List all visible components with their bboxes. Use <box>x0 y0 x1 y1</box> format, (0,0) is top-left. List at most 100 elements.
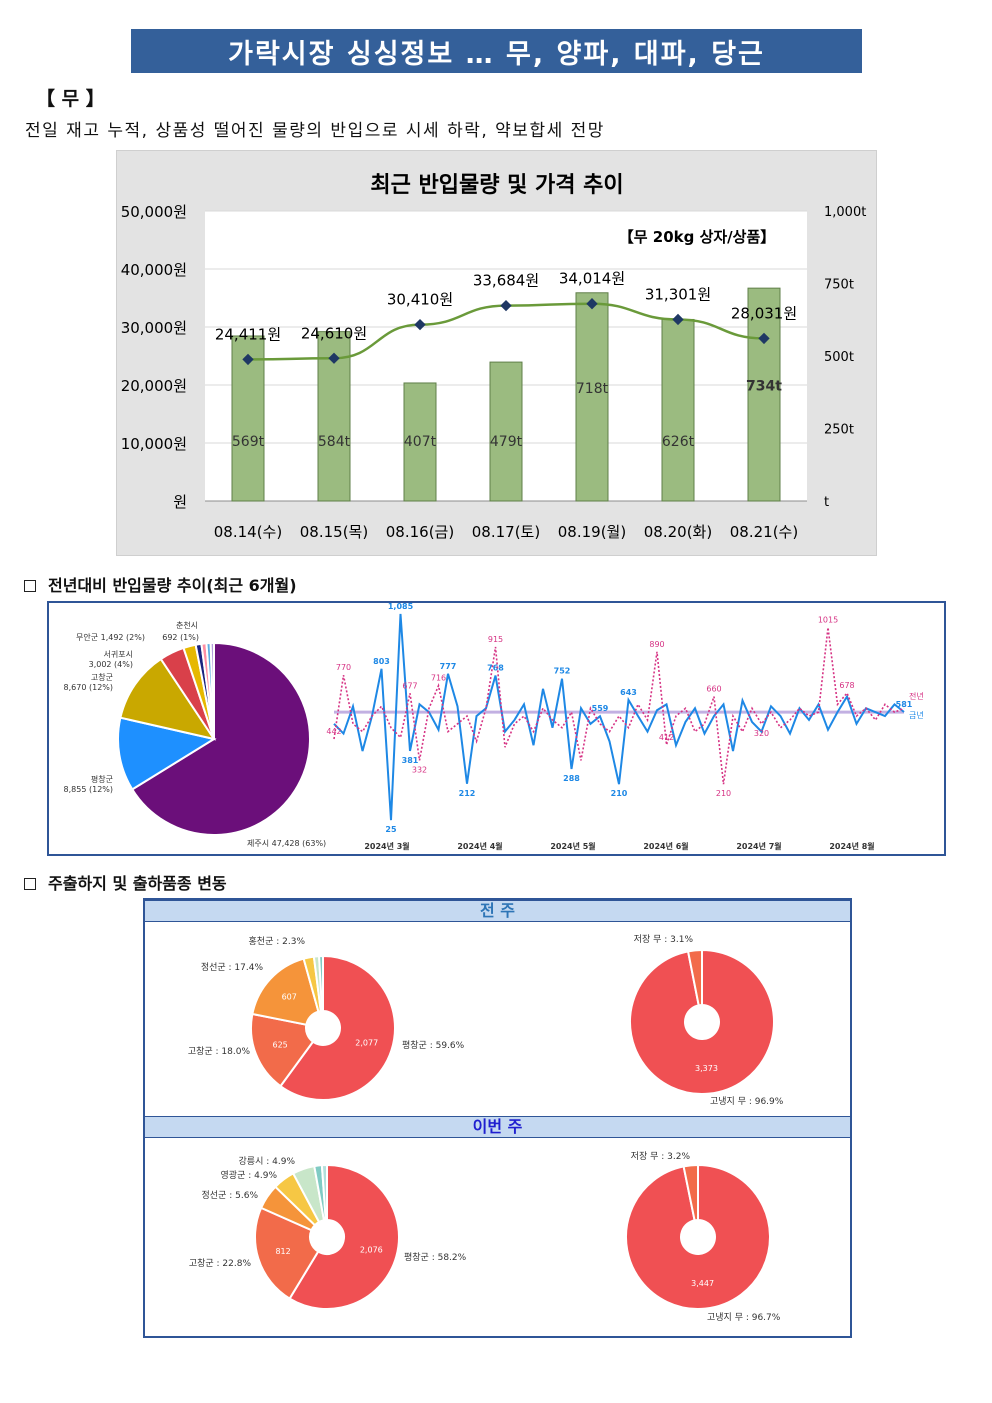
region-label-value: 8,670 (12%) <box>64 683 113 692</box>
this-week-origin-inner-label: 812 <box>275 1247 290 1256</box>
shipping-heading: 주출하지 및 출하품종 변동 <box>24 870 227 894</box>
left-tick-label: 20,000원 <box>121 377 187 395</box>
region-label-name: 서귀포시 <box>104 649 133 659</box>
trend-peak-label: 381 <box>402 756 419 765</box>
shipping-panel: 전 주 이번 주 2,077 평창군 : 59.6% 625 고창군 : 18.0% 6… <box>143 898 852 1338</box>
this-week-band: 이번 주 <box>145 1116 850 1138</box>
trend-line-previous <box>333 627 905 785</box>
this-week-origin-inner-label: 2,076 <box>360 1245 383 1254</box>
trend-peak-label: 288 <box>563 774 580 783</box>
last-week-variety-slice <box>629 948 775 1095</box>
last-week-variety-slice-label: 저장 무 : 3.1% <box>634 934 694 945</box>
trend-x-tick: 2024년 6월 <box>643 841 688 851</box>
chart-title: 최근 반입물량 및 가격 추이 <box>370 173 623 198</box>
shipping-svg: 2,077 평창군 : 59.6% 625 고창군 : 18.0% 607 정선군 : 1… <box>188 934 784 1323</box>
right-tick-label: 500t <box>824 350 854 365</box>
trend-x-tick: 2024년 8월 <box>829 841 874 851</box>
checkbox-icon <box>24 878 36 890</box>
volume-bar <box>575 292 609 502</box>
volume-label: 479t <box>490 434 523 450</box>
trend-peak-label: 660 <box>706 685 721 694</box>
trend-x-tick: 2024년 4월 <box>457 841 502 851</box>
trend-peak-label: 716 <box>431 674 446 683</box>
trend-peak-label: 890 <box>649 640 664 649</box>
trend-peak-label: 212 <box>459 789 476 798</box>
region-label-name: 평창군 <box>91 774 113 784</box>
this-week-origin-slice-label: 고창군 : 22.8% <box>189 1258 252 1269</box>
right-tick-label: 750t <box>824 278 854 293</box>
trend-peak-label: 412 <box>659 733 674 742</box>
volume-bar <box>489 361 523 502</box>
trend-peak-label: 1015 <box>818 616 838 625</box>
trend-peak-label: 643 <box>620 688 637 697</box>
last-week-origin-slice-label: 정선군 : 17.4% <box>201 962 264 973</box>
trend-heading: 전년대비 반입물량 추이(최근 6개월) <box>24 572 297 596</box>
trend-peak-label: 777 <box>440 662 457 671</box>
trend-peak-label: 332 <box>412 765 427 774</box>
volume-label: 569t <box>232 434 265 450</box>
price-label: 30,410원 <box>387 291 453 309</box>
last-week-origin-inner-label: 607 <box>282 993 297 1002</box>
last-week-origin-slice-label: 고창군 : 18.0% <box>188 1046 251 1057</box>
legend-current: 금년 <box>909 710 924 720</box>
price-label: 24,411원 <box>215 325 281 343</box>
last-week-origin-slice <box>250 1012 315 1088</box>
region-label: 무안군 1,492 (2%) <box>76 632 145 642</box>
this-week-variety-slice <box>625 1163 772 1310</box>
last-week-origin-slice <box>251 957 320 1026</box>
region-label: 제주시 47,428 (63%) <box>247 839 326 848</box>
last-week-variety-slice <box>686 948 703 1007</box>
region-label: 692 (1%) <box>162 633 199 642</box>
this-week-origin-slice-label: 평창군 : 58.2% <box>404 1252 467 1263</box>
this-week-origin-slice <box>288 1163 400 1310</box>
this-week-variety-slice-label: 고냉지 무 : 96.7% <box>707 1312 781 1323</box>
trend-peak-label: 25 <box>385 825 397 834</box>
this-week-variety-inner-label: 3,447 <box>691 1279 714 1288</box>
this-week-variety-slice <box>682 1163 699 1222</box>
trend-x-tick: 2024년 7월 <box>736 841 781 851</box>
trend-peak-label: 320 <box>754 729 769 738</box>
this-week-origin-slice-label: 영광군 : 4.9% <box>221 1169 278 1181</box>
this-week-origin-slice-label: 강릉시 : 4.9% <box>239 1156 296 1167</box>
last-week-origin-slice-label: 홍천군 : 2.3% <box>249 935 306 947</box>
trend-peak-label: 677 <box>402 681 417 690</box>
section-tag: 【 무 】 <box>36 88 105 110</box>
trend-peak-label: 678 <box>839 681 854 690</box>
trend-x-tick: 2024년 3월 <box>364 841 409 851</box>
price-marker <box>586 298 598 310</box>
last-week-origin-inner-label: 2,077 <box>355 1038 378 1047</box>
volume-label: 626t <box>662 434 695 450</box>
price-label: 24,610원 <box>301 324 367 342</box>
left-tick-label: 10,000원 <box>121 435 187 453</box>
trend-x-tick: 2024년 5월 <box>550 841 595 851</box>
region-slice <box>117 716 217 791</box>
last-week-origin-slice <box>279 954 396 1101</box>
trend-peak-label: 210 <box>611 789 628 798</box>
price-marker <box>758 332 770 345</box>
trend-panel: 제주시 47,428 (63%) 평창군 8,855 (12%) 고창군 8,670 (… <box>47 601 946 856</box>
x-tick-label: 08.17(토) <box>472 523 540 541</box>
volume-label: 584t <box>318 434 351 450</box>
price-marker <box>328 352 340 364</box>
this-week-origin-slice <box>320 1163 328 1222</box>
region-slice <box>119 657 217 741</box>
right-tick-label: 1,000t <box>824 205 866 220</box>
market-summary: 전일 재고 누적, 상품성 떨어진 물량의 반입으로 시세 하락, 약보합세 전… <box>25 121 605 141</box>
x-tick-label: 08.15(목) <box>300 523 368 541</box>
last-week-origin-slice-label: 평창군 : 59.6% <box>402 1040 465 1051</box>
region-slice <box>209 641 215 740</box>
last-week-band: 전 주 <box>145 900 850 922</box>
last-week-variety-inner-label: 3,373 <box>695 1064 718 1073</box>
price-volume-chart: 최근 반입물량 및 가격 추이 원 10,000원 20,000원 30,000원 40,… <box>116 150 877 556</box>
right-tick-label: 250t <box>824 423 854 438</box>
unit-annotation: 【무 20kg 상자/상품】 <box>619 228 776 246</box>
x-tick-label: 08.20(화) <box>644 523 712 541</box>
region-label: 춘천시 <box>176 620 198 630</box>
price-volume-svg: 최근 반입물량 및 가격 추이원 10,000원 20,000원 30,000원 40,… <box>121 173 867 541</box>
this-week-origin-slice <box>254 1206 320 1300</box>
price-label: 28,031원 <box>731 304 797 322</box>
legend-previous: 전년 <box>909 691 924 701</box>
volume-label: 734t <box>746 379 782 395</box>
region-label-value: 3,002 (4%) <box>89 660 133 669</box>
